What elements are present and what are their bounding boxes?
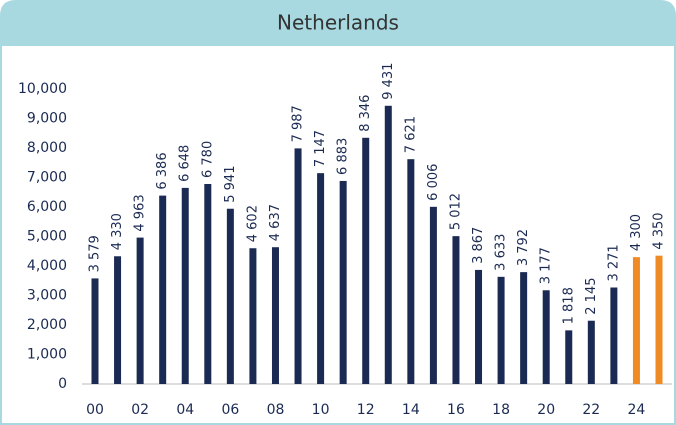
- value-label: 4 602: [245, 205, 260, 242]
- y-tick-label: 1,000: [27, 347, 67, 363]
- bar: [655, 255, 663, 384]
- bar: [407, 159, 415, 384]
- bar: [114, 256, 122, 384]
- value-label: 3 177: [539, 247, 554, 284]
- x-tick-label: 04: [176, 402, 194, 418]
- bar: [317, 173, 325, 384]
- bar: [271, 247, 279, 384]
- bar: [520, 272, 528, 384]
- y-tick-label: 2,000: [27, 317, 67, 333]
- bar: [542, 290, 550, 384]
- value-label: 6 006: [426, 164, 441, 201]
- value-label: 6 883: [336, 138, 351, 175]
- bar: [362, 137, 370, 384]
- x-tick-label: 02: [131, 402, 149, 418]
- x-tick-label: 08: [267, 402, 285, 418]
- value-label: 7 621: [403, 116, 418, 153]
- value-label: 7 987: [291, 105, 306, 142]
- bar: [294, 148, 302, 384]
- value-label: 3 792: [516, 229, 531, 266]
- bar: [452, 236, 460, 384]
- value-label: 1 818: [561, 287, 576, 324]
- y-tick-label: 5,000: [27, 229, 67, 245]
- bar: [136, 237, 144, 384]
- bar: [204, 183, 212, 384]
- x-tick-label: 10: [312, 402, 330, 418]
- y-tick-label: 3,000: [27, 288, 67, 304]
- value-label: 2 145: [584, 278, 599, 315]
- value-label: 4 300: [629, 214, 644, 251]
- x-tick-label: 18: [492, 402, 510, 418]
- y-tick-label: 0: [58, 376, 67, 392]
- bar: [339, 180, 347, 384]
- y-tick-label: 9,000: [27, 111, 67, 127]
- bar: [610, 287, 618, 384]
- value-label: 3 579: [88, 235, 103, 272]
- value-label: 5 941: [223, 166, 238, 203]
- x-tick-label: 20: [537, 402, 555, 418]
- y-tick-label: 8,000: [27, 140, 67, 156]
- y-tick-label: 6,000: [27, 199, 67, 215]
- value-label: 9 431: [381, 63, 396, 100]
- value-label: 7 147: [313, 130, 328, 167]
- value-label: 6 386: [155, 152, 170, 189]
- value-label: 6 780: [200, 141, 215, 178]
- value-label: 4 963: [133, 194, 148, 231]
- x-tick-label: 14: [402, 402, 420, 418]
- bar: [632, 257, 640, 384]
- value-label: 4 350: [652, 212, 667, 249]
- value-label: 3 633: [494, 234, 509, 271]
- value-label: 3 271: [606, 244, 621, 281]
- bar: [475, 269, 483, 384]
- bar: [497, 276, 505, 384]
- value-label: 5 012: [448, 193, 463, 230]
- bar: [91, 278, 99, 384]
- value-label: 4 330: [110, 213, 125, 250]
- x-tick-label: 16: [447, 402, 465, 418]
- y-tick-label: 4,000: [27, 258, 67, 274]
- header: [1, 1, 675, 46]
- x-tick-label: 24: [628, 402, 646, 418]
- x-tick-label: 06: [221, 402, 239, 418]
- bar: [565, 330, 573, 384]
- value-label: 3 867: [471, 227, 486, 264]
- y-tick-label: 10,000: [18, 81, 67, 97]
- chart-title: Netherlands: [277, 11, 399, 35]
- bar: [159, 195, 167, 384]
- value-label: 4 637: [268, 204, 283, 241]
- x-tick-label: 22: [582, 402, 600, 418]
- bar: [249, 248, 257, 384]
- y-tick-label: 7,000: [27, 170, 67, 186]
- bar: [181, 187, 189, 384]
- x-tick-label: 00: [86, 402, 104, 418]
- x-tick-label: 12: [357, 402, 375, 418]
- value-label: 6 648: [178, 145, 193, 182]
- value-label: 8 346: [358, 95, 373, 132]
- bar: [384, 105, 392, 385]
- bar: [587, 320, 595, 384]
- bar: [429, 206, 437, 384]
- bar: [226, 208, 234, 384]
